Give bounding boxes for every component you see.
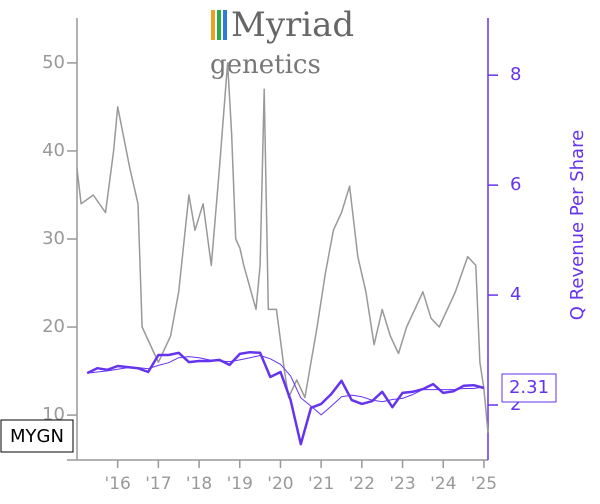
logo-stripe xyxy=(217,10,221,40)
series-line xyxy=(87,355,484,416)
y-tick-label: 20 xyxy=(42,316,65,337)
x-tick-label: '16 xyxy=(105,474,131,494)
x-tick-label: '17 xyxy=(145,474,171,494)
last-value-label: 2.31 xyxy=(509,377,549,398)
logo: Myriad genetics xyxy=(210,5,354,80)
series-line xyxy=(76,62,489,433)
ticker: MYGN xyxy=(10,426,64,447)
logo-name: Myriad xyxy=(231,5,354,45)
x-tick-label: '23 xyxy=(389,474,415,494)
y-tick-label: 30 xyxy=(42,228,65,249)
logo-stripe xyxy=(211,10,215,40)
x-tick-label: '24 xyxy=(430,474,456,494)
x-tick-label: '20 xyxy=(267,474,293,494)
x-tick-label: '25 xyxy=(471,474,497,494)
y-tick-label: 50 xyxy=(42,52,65,73)
x-tick-label: '19 xyxy=(227,474,253,494)
y2-tick-label: 6 xyxy=(510,174,521,195)
x-tick-label: '18 xyxy=(186,474,212,494)
ticker-box xyxy=(0,419,74,453)
last-value-box xyxy=(501,373,557,403)
y2-tick-label: 2 xyxy=(510,394,521,415)
y2-axis-label: Q Revenue Per Share xyxy=(567,130,588,320)
x-tick-label: '21 xyxy=(308,474,334,494)
y-tick-label: 40 xyxy=(42,140,65,161)
y2-tick-label: 4 xyxy=(510,284,521,305)
series-line xyxy=(86,350,485,446)
y2-tick-label: 8 xyxy=(510,64,521,85)
x-tick-label: '22 xyxy=(349,474,375,494)
logo-stripe xyxy=(223,10,227,40)
